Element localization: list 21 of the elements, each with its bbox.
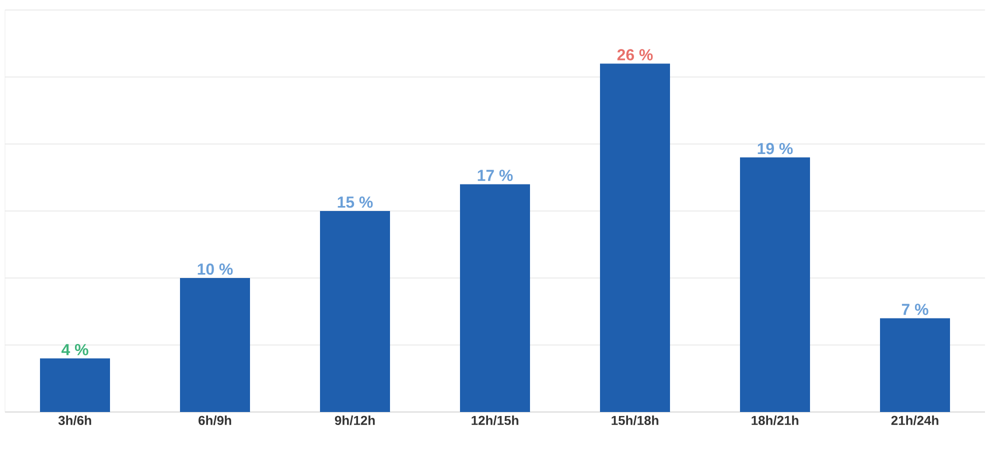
bar	[600, 64, 670, 412]
x-tick-label: 6h/9h	[198, 416, 232, 426]
x-tick-label: 12h/15h	[472, 416, 518, 426]
bar	[320, 211, 390, 412]
x-tick-label: 21h/24h	[891, 416, 938, 426]
data-label: 4 %	[62, 344, 88, 356]
bar	[880, 318, 950, 412]
data-label: 17 %	[478, 170, 513, 182]
data-label: 10 %	[198, 264, 233, 275]
bar	[180, 278, 250, 412]
data-label: 19 %	[758, 142, 793, 154]
x-tick-label: 18h/21h	[752, 416, 798, 426]
x-tick-label: 9h/12h	[334, 416, 375, 426]
bar	[460, 184, 530, 412]
bar	[740, 157, 810, 412]
x-tick-label: 15h/18h	[612, 416, 658, 426]
data-label: 7 %	[902, 304, 928, 316]
bar	[40, 358, 110, 412]
data-label: 15 %	[338, 196, 373, 208]
x-tick-label: 3h/6h	[58, 416, 92, 426]
data-label: 26 %	[617, 49, 653, 60]
